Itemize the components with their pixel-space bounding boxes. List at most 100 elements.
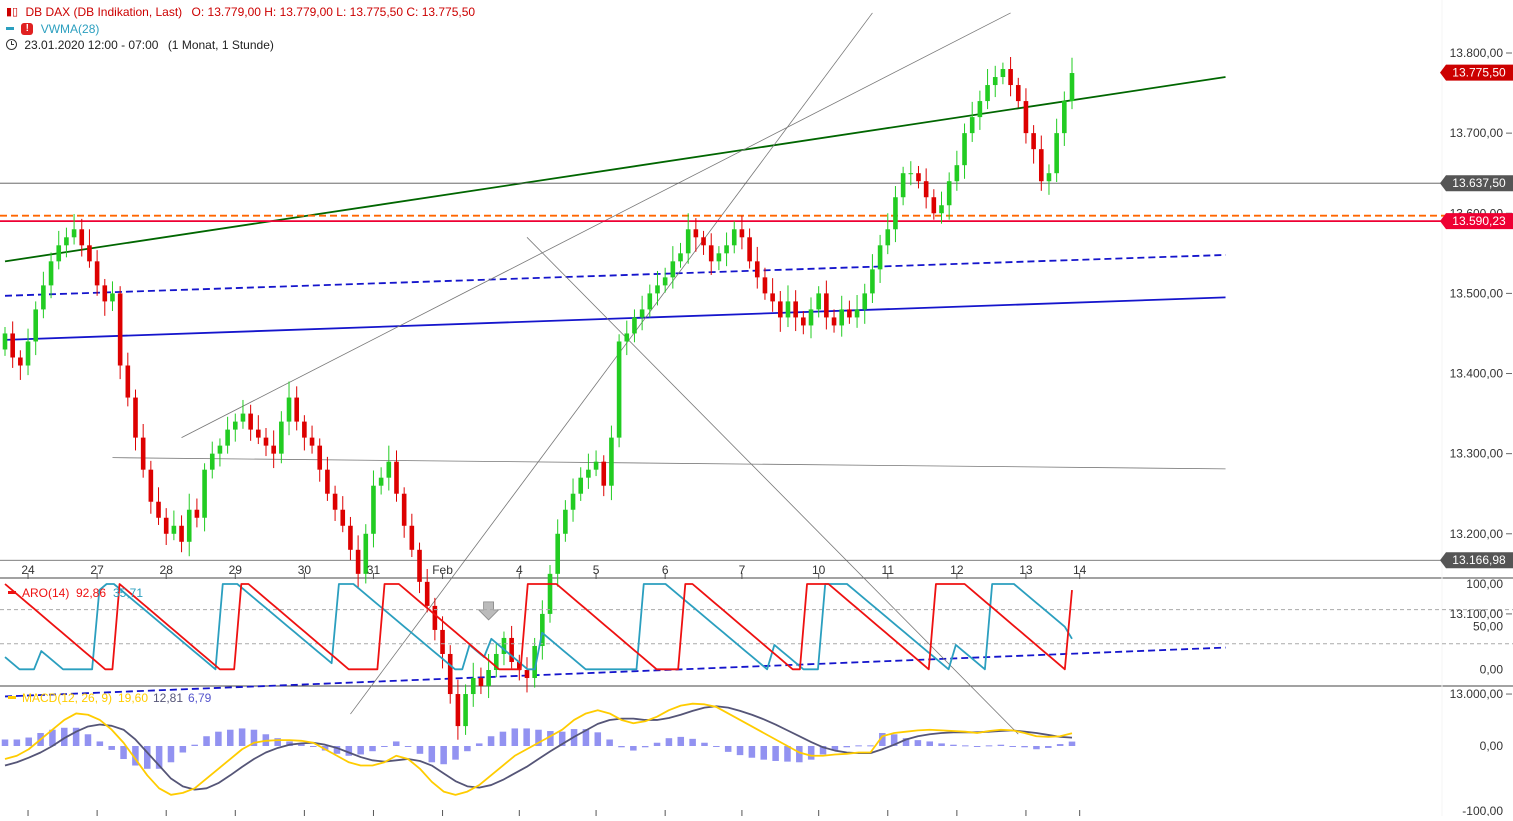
macd-histogram-bar <box>724 746 732 752</box>
macd-histogram-bar <box>890 734 898 746</box>
macd-histogram-bar <box>914 740 922 746</box>
macd-histogram-bar <box>120 746 127 760</box>
macd-histogram-bar <box>49 729 56 746</box>
macd-histogram-bar <box>713 746 720 747</box>
macd-histogram-bar <box>1021 746 1028 748</box>
candle-body <box>302 421 307 438</box>
macd-histogram-bar <box>452 746 459 760</box>
candle-body <box>739 229 745 238</box>
candle-body <box>18 357 23 366</box>
aroon-y-label: 50,00 <box>1473 620 1503 634</box>
macd-histogram-bar <box>962 745 969 747</box>
candle-layer <box>2 57 1075 740</box>
y-tick-label: 13.800,00 <box>1450 46 1504 60</box>
candle-body <box>386 461 392 478</box>
candle-body <box>10 333 15 358</box>
macd-histogram-bar <box>606 739 613 746</box>
candle-body <box>409 525 415 550</box>
macd-histogram-bar <box>1033 746 1040 750</box>
candle-body <box>578 477 584 494</box>
trend-line-blue_dashed_upper <box>4 254 1226 297</box>
candle-body <box>1046 173 1052 182</box>
candle-body <box>923 181 929 198</box>
candle-body <box>432 605 438 630</box>
macd-histogram-bar <box>653 742 661 746</box>
candle-body <box>156 501 161 518</box>
macd-histogram-bar <box>25 737 32 746</box>
candle-body <box>1069 73 1075 102</box>
price-tag-label: 13.775,50 <box>1452 66 1506 80</box>
macd-histogram-bar <box>677 736 685 746</box>
macd-histogram-bar <box>831 746 839 750</box>
candle-body <box>517 661 522 671</box>
macd-line <box>4 702 1073 796</box>
macd-histogram-bar <box>72 727 80 746</box>
macd-histogram-bar <box>807 746 815 760</box>
candle-body <box>493 653 499 671</box>
candle-body <box>355 549 361 574</box>
candle-body <box>847 309 852 318</box>
macd-histogram-bar <box>416 746 424 754</box>
y-tick-label: 13.500,00 <box>1450 286 1504 300</box>
candle-body <box>885 229 891 246</box>
macd-histogram-bar <box>274 738 281 746</box>
candle-body <box>601 461 607 486</box>
candle-body <box>1031 133 1036 150</box>
candle-body <box>440 629 445 654</box>
candle-body <box>770 293 775 302</box>
indicator-label[interactable]: VWMA(28) <box>40 21 100 36</box>
candle-body <box>56 245 62 262</box>
candle-body <box>977 101 983 118</box>
macd-histogram-bar <box>796 746 803 763</box>
macd-histogram-bar <box>215 731 222 746</box>
candle-body <box>102 285 108 302</box>
indicator-row[interactable]: ! VWMA(28) <box>6 21 99 36</box>
candle-body <box>463 694 468 727</box>
candle-body <box>286 397 292 422</box>
aroon-color-swatch <box>8 591 16 594</box>
macd-histogram-bar <box>784 746 791 762</box>
trend-line-gray_channel <box>181 12 1011 438</box>
macd-histogram-bar <box>938 743 945 746</box>
candle-body <box>670 261 676 278</box>
candle-body <box>900 173 906 198</box>
macd-histogram-bar <box>997 744 1005 746</box>
candle-body <box>332 493 338 510</box>
candle-body <box>294 397 300 422</box>
candle-body <box>41 285 46 310</box>
macd-histogram-bar <box>665 738 673 746</box>
macd-histogram-bar <box>973 746 981 747</box>
candle-body <box>616 341 622 438</box>
candle-body <box>785 301 791 318</box>
macd-histogram-bar <box>950 744 957 746</box>
macd-histogram-bar <box>855 745 862 747</box>
candle-body <box>325 469 330 494</box>
macd-histogram-bar <box>132 746 139 766</box>
candle-body <box>985 85 990 102</box>
aroon-y-label: 0,00 <box>1480 662 1504 676</box>
candle-body <box>371 485 376 534</box>
macd-histogram-bar <box>902 738 910 746</box>
macd-y-label: -100,00 <box>1462 804 1503 816</box>
candle-body <box>816 293 821 310</box>
axis-layer: 13.000,00 13.100,00 13.200,00 13.300,00 13.4… <box>21 46 1512 818</box>
candle-body <box>877 245 883 270</box>
price-tag-layer: 13.775,50 13.637,50 13.590,23 13.166,98 <box>1440 64 1513 569</box>
macd-histogram-bar <box>499 731 507 746</box>
macd-histogram-bar <box>701 742 708 746</box>
candle-body <box>509 637 514 662</box>
period-range: 23.01.2020 12:00 - 07:00 <box>24 37 159 52</box>
macd-histogram-bar <box>1 739 9 746</box>
macd-histogram-bar <box>511 728 519 746</box>
candle-body <box>839 309 845 326</box>
x-tick-label: 30 <box>298 563 312 577</box>
price-tag-label: 13.590,23 <box>1452 214 1506 228</box>
candle-body <box>455 694 461 727</box>
candle-body <box>202 469 207 518</box>
candle-body <box>317 445 323 470</box>
macd-histogram-bar <box>238 728 246 746</box>
candle-body <box>632 317 637 334</box>
candle-body <box>555 533 560 574</box>
candle-body <box>801 317 806 326</box>
